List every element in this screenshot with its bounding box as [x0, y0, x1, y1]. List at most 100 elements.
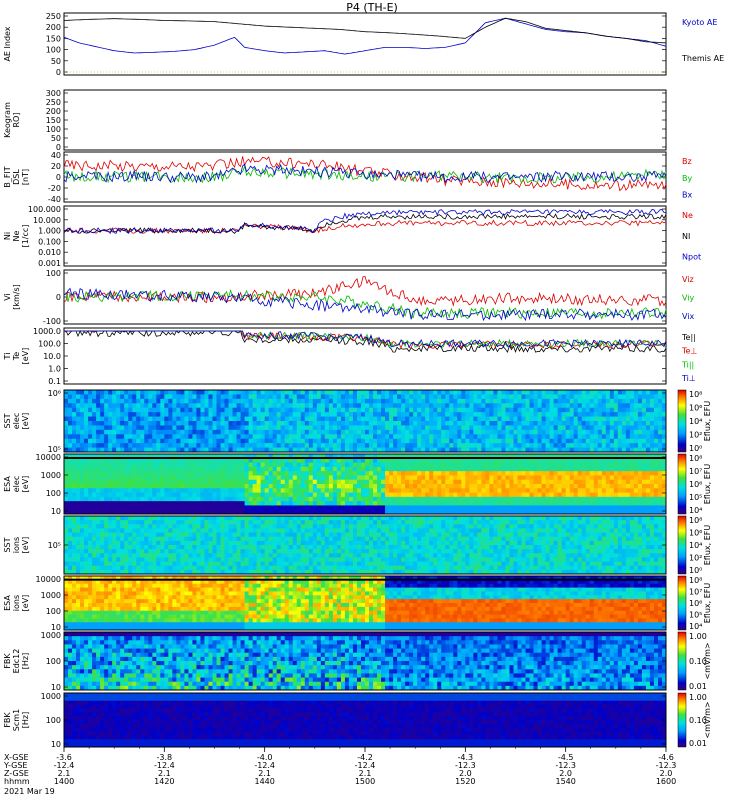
heatmap-cell — [605, 407, 611, 413]
heatmap-cell — [296, 416, 302, 422]
heatmap-cell — [525, 412, 531, 418]
heatmap-cell — [208, 536, 213, 542]
heatmap-cell — [401, 466, 406, 472]
heatmap-cell — [360, 403, 366, 409]
heatmap-cell — [116, 429, 121, 435]
heatmap-cell — [609, 501, 615, 506]
heatmap-cell — [360, 458, 366, 464]
heatmap-cell — [192, 492, 197, 498]
heatmap-cell — [268, 407, 274, 413]
heatmap-cell — [176, 492, 181, 498]
heatmap-cell — [300, 407, 306, 413]
heatmap-cell — [360, 509, 366, 515]
heatmap-cell — [481, 421, 486, 426]
heatmap-cell — [204, 443, 209, 449]
heatmap-cell — [397, 421, 402, 426]
heatmap-cell — [280, 447, 286, 453]
heatmap-cell — [641, 454, 647, 459]
heatmap-cell — [248, 484, 254, 489]
heatmap-cell — [308, 398, 314, 404]
heatmap-cell — [609, 429, 615, 435]
heatmap-cell — [100, 479, 105, 485]
heatmap-cell — [108, 509, 113, 515]
heatmap-cell — [365, 488, 370, 494]
heatmap-cell — [633, 434, 639, 440]
heatmap-cell — [397, 390, 402, 395]
heatmap-cell — [561, 458, 567, 464]
heatmap-cell — [609, 488, 615, 494]
heatmap-cell — [393, 462, 398, 468]
heatmap-cell — [617, 458, 623, 464]
heatmap-cell — [144, 412, 149, 418]
heatmap-cell — [461, 390, 466, 395]
heatmap-cell — [421, 434, 426, 440]
heatmap-cell — [493, 496, 498, 502]
heatmap-cell — [256, 509, 262, 515]
heatmap-cell — [184, 549, 189, 554]
heatmap-cell — [212, 569, 218, 575]
heatmap-cell — [88, 505, 93, 511]
heatmap-cell — [525, 496, 531, 502]
heatmap-cell — [212, 524, 218, 529]
heatmap-cell — [100, 425, 105, 431]
heatmap-cell — [557, 501, 563, 506]
heatmap-cell — [88, 540, 93, 546]
heatmap-cell — [653, 403, 659, 409]
heatmap-cell — [160, 394, 165, 400]
heatmap-cell — [276, 466, 282, 472]
heatmap-cell — [417, 492, 422, 498]
heatmap-cell — [112, 466, 117, 472]
heatmap-cell — [525, 416, 531, 422]
heatmap-cell — [429, 407, 434, 413]
heatmap-cell — [148, 466, 153, 472]
heatmap-cell — [148, 492, 153, 498]
heatmap-cell — [288, 425, 294, 431]
heatmap-cell — [180, 492, 185, 498]
heatmap-cell — [381, 501, 386, 506]
heatmap-cell — [156, 501, 161, 506]
heatmap-cell — [196, 565, 201, 571]
heatmap-cell — [525, 407, 531, 413]
heatmap-cell — [216, 528, 222, 534]
heatmap-cell — [521, 412, 527, 418]
heatmap-cell — [477, 407, 482, 413]
heatmap-cell — [336, 479, 342, 485]
heatmap-cell — [128, 443, 133, 449]
heatmap-cell — [593, 416, 599, 422]
heatmap-cell — [200, 561, 205, 567]
heatmap-cell — [621, 443, 627, 449]
heatmap-cell — [212, 516, 218, 521]
heatmap-cell — [192, 545, 197, 550]
heatmap-cell — [513, 475, 519, 481]
heatmap-cell — [260, 443, 266, 449]
heatmap-cell — [385, 390, 390, 395]
heatmap-cell — [553, 429, 559, 435]
heatmap-cell — [385, 394, 390, 400]
heatmap-cell — [196, 429, 201, 435]
heatmap-cell — [417, 447, 422, 453]
heatmap-cell — [68, 484, 73, 489]
heatmap-cell — [465, 398, 470, 404]
heatmap-cell — [172, 438, 177, 444]
heatmap-cell — [116, 520, 121, 525]
heatmap-cell — [445, 488, 450, 494]
heatmap-cell — [336, 505, 342, 511]
heatmap-cell — [136, 496, 141, 502]
heatmap-cell — [377, 492, 382, 498]
heatmap-cell — [493, 509, 498, 515]
heatmap-cell — [433, 475, 438, 481]
heatmap-cell — [352, 479, 358, 485]
heatmap-cell — [489, 501, 494, 506]
heatmap-cell — [304, 475, 310, 481]
heatmap-cell — [653, 407, 659, 413]
heatmap-cell — [284, 458, 290, 464]
heatmap-cell — [308, 509, 314, 515]
heatmap-cell — [481, 407, 486, 413]
heatmap-cell — [569, 462, 575, 468]
heatmap-cell — [184, 462, 189, 468]
heatmap-cell — [100, 475, 105, 481]
heatmap-cell — [561, 416, 567, 422]
heatmap-cell — [84, 403, 89, 409]
heatmap-cell — [577, 421, 583, 426]
heatmap-cell — [525, 438, 531, 444]
